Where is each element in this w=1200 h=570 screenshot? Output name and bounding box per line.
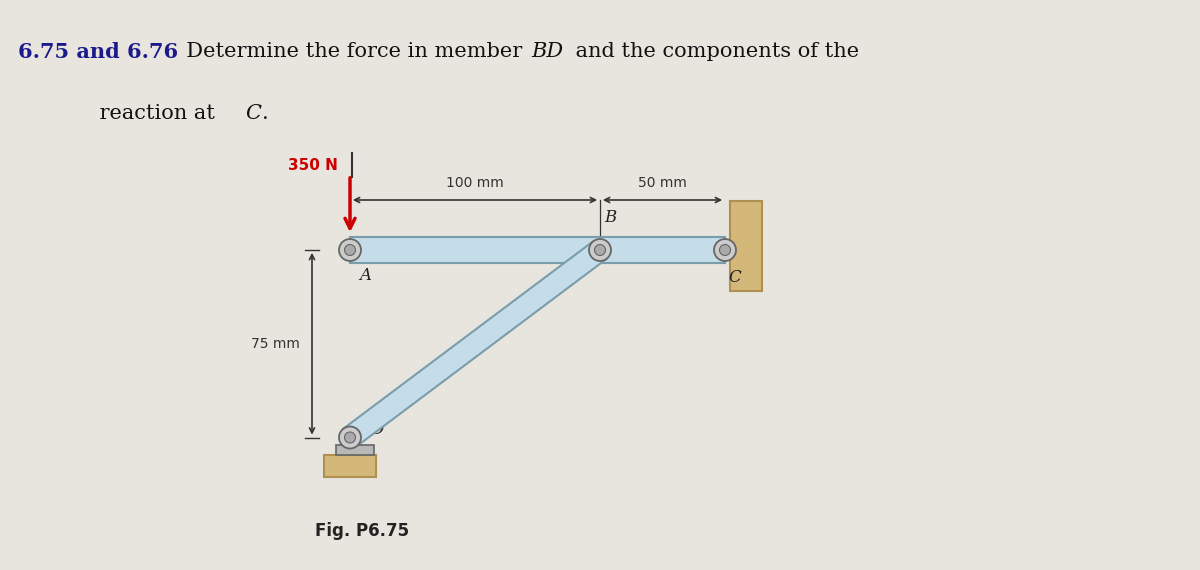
Text: D: D bbox=[370, 421, 383, 438]
Text: C: C bbox=[728, 270, 740, 287]
Circle shape bbox=[340, 426, 361, 449]
Text: .: . bbox=[262, 104, 269, 123]
Circle shape bbox=[594, 245, 606, 255]
Text: 100 mm: 100 mm bbox=[446, 176, 504, 190]
Text: B: B bbox=[604, 209, 617, 226]
Circle shape bbox=[344, 245, 355, 255]
Text: 6.75 and 6.76: 6.75 and 6.76 bbox=[18, 42, 178, 62]
Bar bbox=[324, 454, 376, 477]
Text: Determine the force in member: Determine the force in member bbox=[173, 42, 529, 61]
Circle shape bbox=[714, 239, 736, 261]
Text: Fig. P6.75: Fig. P6.75 bbox=[314, 522, 409, 539]
Text: reaction at: reaction at bbox=[73, 104, 222, 123]
Text: 50 mm: 50 mm bbox=[638, 176, 686, 190]
Polygon shape bbox=[343, 241, 607, 446]
Text: and the components of the: and the components of the bbox=[569, 42, 859, 61]
Bar bbox=[730, 201, 762, 291]
Polygon shape bbox=[350, 237, 725, 263]
Circle shape bbox=[340, 239, 361, 261]
Text: C: C bbox=[245, 104, 262, 123]
Bar bbox=[336, 445, 373, 454]
Text: 75 mm: 75 mm bbox=[251, 337, 300, 351]
Text: BD: BD bbox=[530, 42, 563, 61]
Circle shape bbox=[344, 432, 355, 443]
Circle shape bbox=[589, 239, 611, 261]
Text: A: A bbox=[359, 267, 371, 283]
Circle shape bbox=[720, 245, 731, 255]
Text: 350 N: 350 N bbox=[288, 157, 338, 173]
